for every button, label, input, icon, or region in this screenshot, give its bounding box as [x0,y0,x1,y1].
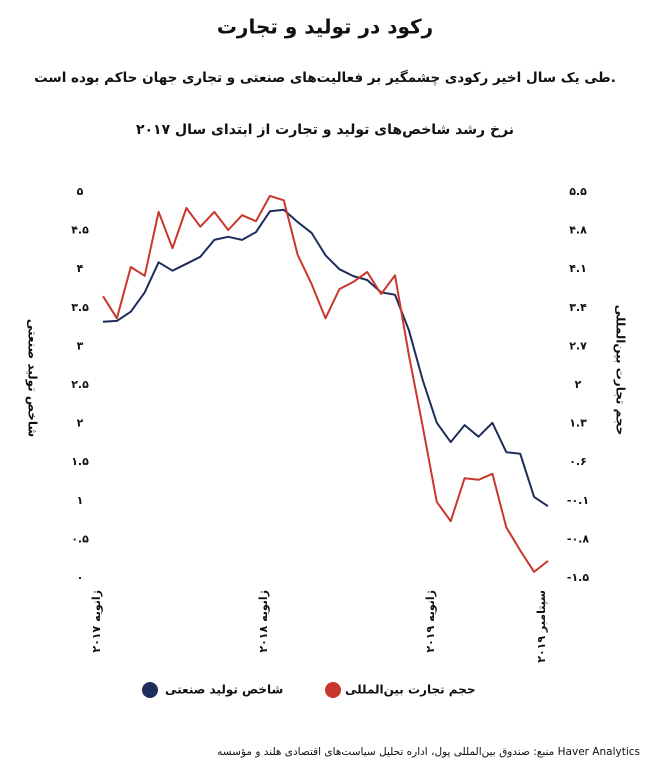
y-tick-label: ۱.۵ [71,455,89,468]
line-series [102,208,549,508]
source: منبع: صندوق بین‌المللی پول، اداره تحلیل … [217,746,640,758]
y-tick-label: ۵ [77,185,84,198]
y-tick-label: ۰ [77,571,84,584]
y-axis-label: شاخص تولید صنعتی [25,319,40,437]
y-tick-label: ۳ [77,339,84,352]
y2-axis-label: حجم تجارت بین‌المللی [614,305,628,436]
line-series [102,194,549,573]
y2-tick-label: ۴.۸ [569,224,587,237]
legend-label: حجم تجارت بین‌المللی [345,683,476,697]
x-tick-label: سپتامبر ۲۰۱۹ [535,590,548,663]
chart-title: نرخ رشد شاخص‌های تولید و تجارت از ابتدای… [136,122,514,138]
legend-label: شاخص تولید صنعتی [165,683,283,698]
x-tick-label: ژانویه ۲۰۱۹ [424,590,437,653]
y2-tick-label: ۴.۱ [569,262,587,275]
legend-marker [325,682,341,698]
y2-tick-label: ۳.۴ [569,301,587,314]
y2-tick-label: ۰.۶ [569,455,587,468]
y2-tick-label: -۰.۱ [567,494,589,507]
x-tick-label: ژانویه ۲۰۱۷ [90,590,103,653]
y-tick-label: ۰.۵ [71,532,89,545]
y2-tick-label: ۲.۷ [569,339,587,352]
y-tick-label: ۳.۵ [71,301,89,314]
y2-tick-label: -۰.۸ [567,532,589,545]
y-tick-label: ۱ [77,494,84,507]
y-tick-label: ۲.۵ [71,378,89,391]
subtitle: طی یک سال اخیر رکودی چشمگیر بر فعالیت‌ها… [34,69,616,86]
y-tick-label: ۲ [77,417,84,430]
x-tick-label: ژانویه ۲۰۱۸ [257,590,270,653]
legend-marker [142,682,158,698]
y-tick-label: ۴ [77,262,84,275]
y2-tick-label: ۱.۳ [569,417,587,430]
y2-tick-label: ۲ [575,378,582,391]
y2-tick-label: -۱.۵ [567,571,589,584]
y-tick-label: ۴.۵ [71,224,89,237]
y2-tick-label: ۵.۵ [569,185,587,198]
title: رکود در تولید و تجارت [217,15,433,39]
